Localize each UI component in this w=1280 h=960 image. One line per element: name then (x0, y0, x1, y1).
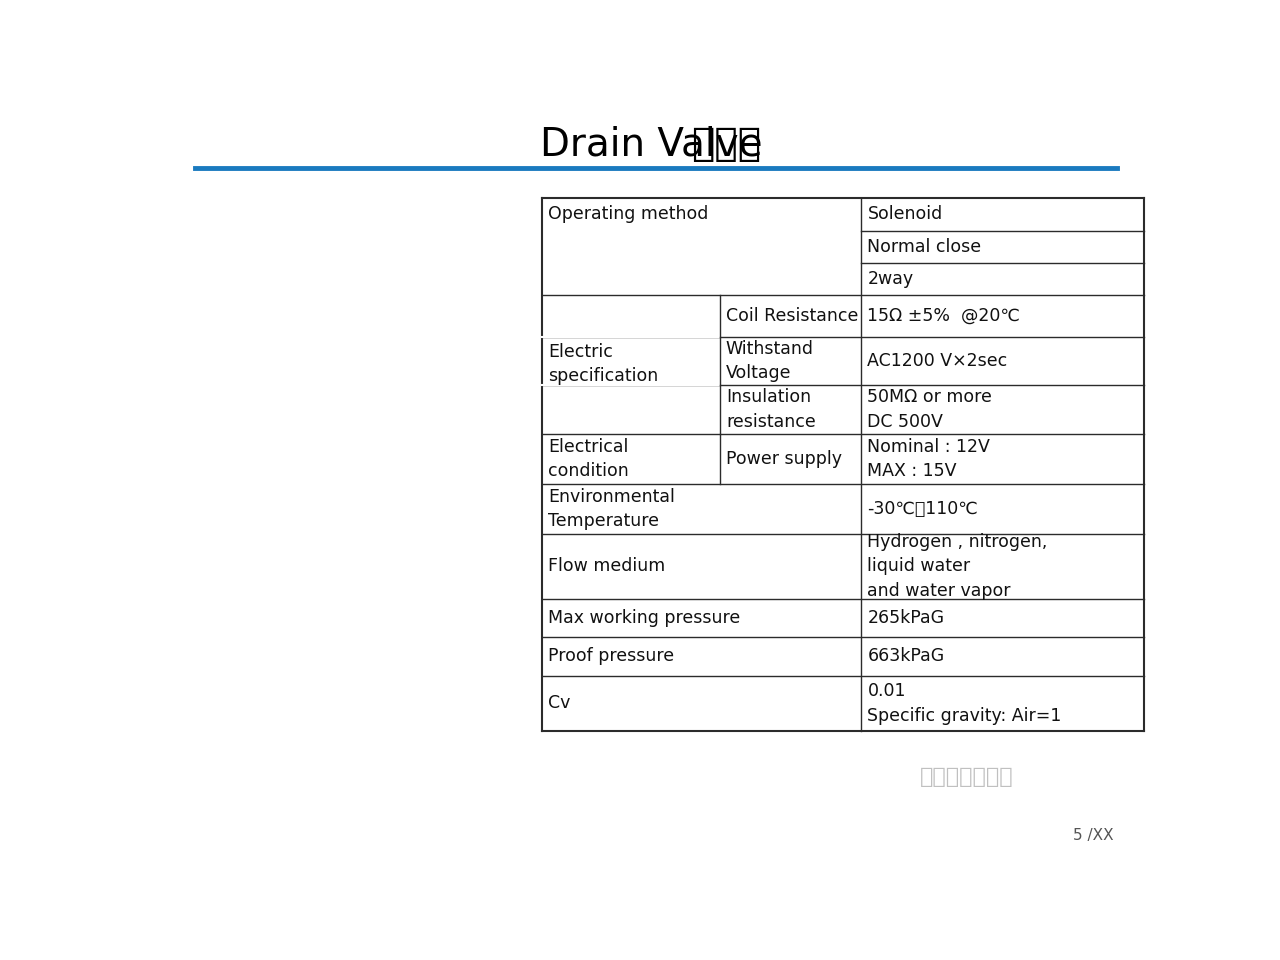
Text: 公共交通联合会: 公共交通联合会 (919, 767, 1014, 787)
Text: Electrical
condition: Electrical condition (548, 438, 628, 480)
Text: Environmental
Temperature: Environmental Temperature (548, 488, 675, 530)
Text: Insulation
resistance: Insulation resistance (726, 388, 815, 430)
Text: Hydrogen , nitrogen,
liquid water
and water vapor: Hydrogen , nitrogen, liquid water and wa… (868, 533, 1048, 600)
Text: 0.01
Specific gravity: Air=1: 0.01 Specific gravity: Air=1 (868, 683, 1062, 725)
Text: Normal close: Normal close (868, 238, 982, 255)
Text: 15Ω ±5%  @20℃: 15Ω ±5% @20℃ (868, 307, 1020, 324)
Text: Electric
specification: Electric specification (548, 343, 658, 385)
Text: -30℃～110℃: -30℃～110℃ (868, 500, 978, 518)
Text: 2way: 2way (868, 270, 914, 288)
Text: 排水阀: 排水阀 (691, 126, 762, 163)
Text: Nominal : 12V
MAX : 15V: Nominal : 12V MAX : 15V (868, 438, 991, 480)
Text: Drain Valve: Drain Valve (540, 126, 787, 163)
Text: 265kPaG: 265kPaG (868, 609, 945, 627)
Text: Solenoid: Solenoid (868, 205, 942, 224)
Text: AC1200 V×2sec: AC1200 V×2sec (868, 352, 1007, 371)
Text: Cv: Cv (548, 694, 571, 712)
Text: 663kPaG: 663kPaG (868, 647, 945, 665)
Text: Coil Resistance: Coil Resistance (726, 307, 859, 324)
Text: Proof pressure: Proof pressure (548, 647, 675, 665)
Text: Power supply: Power supply (726, 450, 842, 468)
Text: 5 /XX: 5 /XX (1073, 828, 1114, 843)
Text: Flow medium: Flow medium (548, 557, 666, 575)
Text: Operating method: Operating method (548, 205, 709, 224)
Text: Withstand
Voltage: Withstand Voltage (726, 340, 814, 382)
Text: Max working pressure: Max working pressure (548, 609, 741, 627)
Text: 50MΩ or more
DC 500V: 50MΩ or more DC 500V (868, 388, 992, 430)
